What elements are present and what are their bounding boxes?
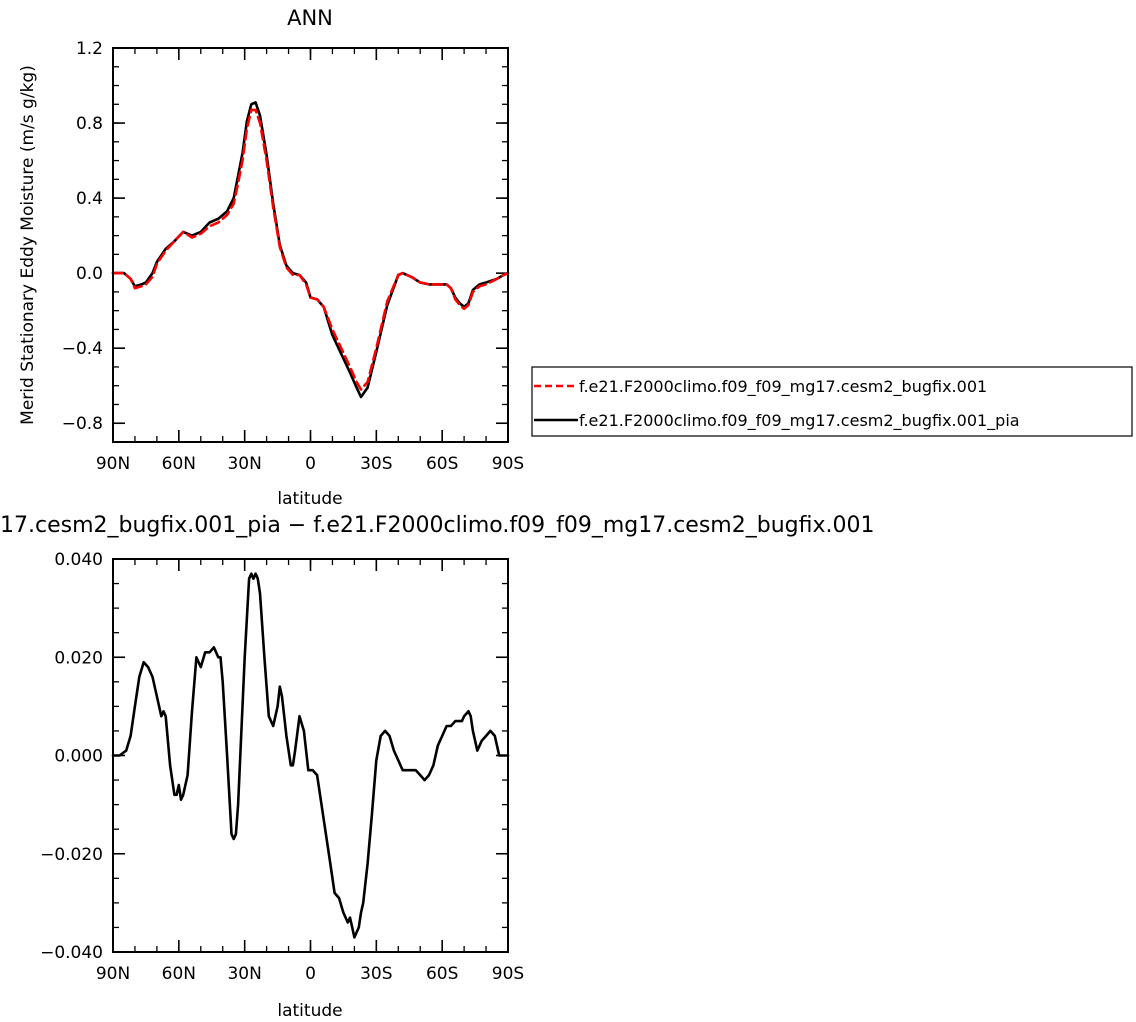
x-tick-label: 60N: [162, 454, 196, 474]
panel1-x-axis-label: latitude: [277, 489, 342, 509]
y-tick-label: 0.040: [54, 550, 103, 570]
panel1-x-tick-labels: 90N 60N 30N 0 30S 60S 90S: [96, 454, 524, 474]
panel1-y-tick-labels: −0.8 −0.4 0.0 0.4 0.8 1.2: [62, 39, 103, 434]
panel2-y-tick-labels: −0.040 −0.020 0.000 0.020 0.040: [40, 550, 103, 963]
y-tick-label: 0.0: [76, 264, 103, 284]
x-tick-label: 90S: [492, 964, 524, 984]
y-tick-label: 0.4: [76, 189, 103, 209]
x-tick-label: 90S: [492, 454, 524, 474]
x-tick-label: 90N: [96, 964, 130, 984]
y-tick-label: 0.8: [76, 114, 103, 134]
panel2-title: 17.cesm2_bugfix.001_pia − f.e21.F2000cli…: [0, 513, 874, 538]
x-tick-label: 0: [305, 964, 316, 984]
y-tick-label: −0.040: [40, 943, 103, 963]
x-tick-label: 60S: [426, 454, 458, 474]
panel2-series: [111, 572, 510, 939]
x-tick-label: 0: [305, 454, 316, 474]
series-line-difference: [111, 572, 510, 939]
y-tick-label: 0.000: [54, 747, 103, 767]
legend-entry-control: f.e21.F2000climo.f09_f09_mg17.cesm2_bugf…: [579, 377, 987, 397]
series-line-pia: [111, 101, 510, 399]
x-tick-label: 90N: [96, 454, 130, 474]
x-tick-label: 30S: [360, 964, 392, 984]
panel1-frame: [112, 47, 509, 443]
x-tick-label: 60N: [162, 964, 196, 984]
y-tick-label: −0.4: [62, 339, 103, 359]
legend-entry-pia: f.e21.F2000climo.f09_f09_mg17.cesm2_bugf…: [579, 411, 1020, 431]
x-tick-label: 30N: [227, 454, 261, 474]
y-tick-label: 1.2: [76, 39, 103, 59]
x-tick-label: 60S: [426, 964, 458, 984]
panel1-title: ANN: [287, 6, 333, 30]
legend-box: [531, 366, 1133, 437]
x-tick-label: 30N: [227, 964, 261, 984]
panel2-x-tick-labels: 90N 60N 30N 0 30S 60S 90S: [96, 964, 524, 984]
panel1-y-axis-label: Merid Stationary Eddy Moisture (m/s g/kg…: [18, 65, 38, 425]
y-tick-label: −0.020: [40, 845, 103, 865]
legend: f.e21.F2000climo.f09_f09_mg17.cesm2_bugf…: [531, 366, 1133, 437]
x-tick-label: 30S: [360, 454, 392, 474]
panel1-series: [111, 101, 510, 399]
series-line-control: [111, 108, 510, 391]
panel2-frame: [112, 558, 509, 953]
panel2-ticks: [112, 558, 509, 953]
y-tick-label: 0.020: [54, 648, 103, 668]
panel2-x-axis-label: latitude: [277, 1001, 342, 1021]
y-tick-label: −0.8: [62, 414, 103, 434]
